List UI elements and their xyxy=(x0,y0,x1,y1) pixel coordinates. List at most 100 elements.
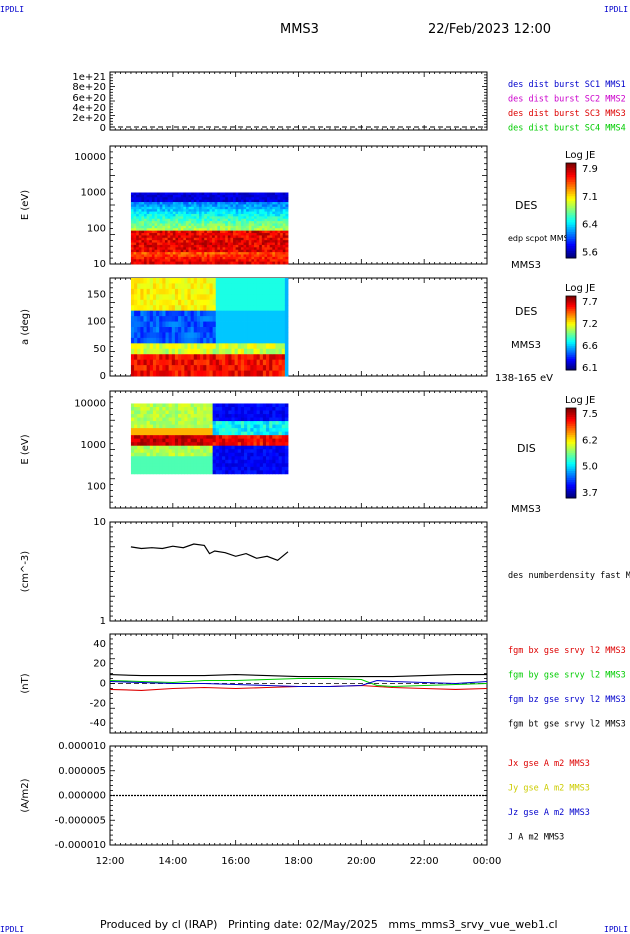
des-energy-cell xyxy=(280,202,284,205)
des-pitch-cell xyxy=(237,310,242,317)
des-pitch-cell xyxy=(193,354,198,361)
dis-energy-cell xyxy=(225,438,229,443)
des-energy-cell xyxy=(246,197,250,201)
des-energy-cell xyxy=(170,259,174,263)
des-energy-cell xyxy=(230,216,234,220)
des-pitch-cell xyxy=(130,343,135,350)
dis-energy-cell xyxy=(171,406,176,411)
des-energy-cell xyxy=(219,237,223,241)
dis-energy-cell xyxy=(187,438,192,443)
dis-energy-cell xyxy=(209,470,214,475)
des-pitch-cell xyxy=(149,359,154,366)
des-pitch-cell xyxy=(212,310,217,317)
des-pitch-cell xyxy=(247,327,251,333)
des-pitch-cell xyxy=(190,359,195,366)
des-energy-cell xyxy=(164,197,168,201)
des-energy-cell xyxy=(178,256,182,260)
des-pitch-cell xyxy=(231,354,236,361)
des-energy-cell xyxy=(212,252,216,255)
des-energy-cell xyxy=(151,230,155,234)
des-energy-cell xyxy=(246,192,250,196)
dis-energy-cell xyxy=(152,470,157,475)
des-energy-cell xyxy=(149,213,153,217)
des-energy-cell xyxy=(130,244,134,248)
des-pitch-cell xyxy=(272,278,276,284)
des-energy-cell xyxy=(253,249,258,253)
des-pitch-cell xyxy=(225,278,229,284)
des-energy-cell xyxy=(188,244,192,248)
des-energy-cell xyxy=(209,249,213,253)
dis-energy-cell xyxy=(134,410,138,415)
des-pitch-cell xyxy=(222,316,226,322)
des-pitch-cell xyxy=(146,337,151,344)
dis-energy-cell xyxy=(156,459,160,464)
dis-energy-cell xyxy=(162,442,166,447)
des-energy-cell xyxy=(141,213,145,217)
des-energy-cell xyxy=(214,235,218,239)
des-energy-cell xyxy=(277,213,281,217)
dis-energy-cell xyxy=(152,417,157,422)
des-pitch-cell xyxy=(259,278,264,284)
colorbar-tick: 6.1 xyxy=(582,363,598,374)
des-energy-cell xyxy=(277,244,281,248)
des-energy-cell xyxy=(261,261,265,265)
des-energy-cell xyxy=(272,209,276,212)
des-energy-cell xyxy=(225,206,229,210)
des-pitch-cell xyxy=(165,321,170,328)
des-pitch-cell xyxy=(278,321,283,328)
dis-energy-cell xyxy=(159,417,163,422)
des-pitch-cell xyxy=(149,299,154,306)
des-energy-cell xyxy=(277,254,281,258)
des-pitch-cell xyxy=(215,316,220,322)
des-energy-cell xyxy=(238,211,242,215)
dis-energy-cell xyxy=(193,424,198,429)
des-energy-cell xyxy=(144,247,148,251)
des-energy-cell xyxy=(199,244,203,248)
des-energy-cell xyxy=(267,225,271,229)
des-energy-cell xyxy=(149,252,153,255)
des-pitch-cell xyxy=(212,299,217,306)
des-energy-cell xyxy=(183,254,187,258)
colorbar-cell xyxy=(566,323,576,327)
des-energy-cell xyxy=(183,197,187,201)
des-energy-cell xyxy=(209,197,213,201)
des-energy-cell xyxy=(178,259,182,263)
dis-energy-cell xyxy=(234,442,239,447)
des-pitch-cell xyxy=(278,332,283,339)
dis-energy-cell xyxy=(206,438,210,443)
des-energy-cell xyxy=(167,225,171,229)
dis-energy-cell xyxy=(218,424,223,429)
des-pitch-cell xyxy=(218,283,223,290)
dis-energy-cell xyxy=(130,428,135,433)
dis-energy-cell xyxy=(259,445,264,450)
des-pitch-cell xyxy=(231,288,236,295)
des-energy-cell xyxy=(172,202,176,205)
des-pitch-cell xyxy=(143,305,148,312)
des-energy-cell xyxy=(141,261,145,265)
des-pitch-cell xyxy=(140,316,144,322)
des-energy-cell xyxy=(136,256,140,260)
dis-energy-cell xyxy=(253,452,258,457)
des-pitch-cell xyxy=(174,316,179,322)
des-energy-cell xyxy=(233,213,237,217)
des-pitch-cell xyxy=(231,337,236,344)
des-pitch-cell xyxy=(203,337,207,344)
des-pitch-cell xyxy=(209,327,214,333)
des-pitch-cell xyxy=(162,299,166,306)
des-energy-cell xyxy=(264,202,268,205)
des-energy-cell xyxy=(151,202,155,205)
des-energy-cell xyxy=(212,228,216,232)
y-tick-label: 100 xyxy=(87,223,106,234)
dis-energy-cell xyxy=(156,403,160,408)
dis-energy-cell xyxy=(143,452,148,457)
des-pitch-cell xyxy=(256,365,261,371)
des-energy-cell xyxy=(274,252,278,255)
des-pitch-cell xyxy=(209,305,214,312)
des-energy-cell xyxy=(201,261,205,265)
des-energy-cell xyxy=(214,237,218,241)
des-pitch-cell xyxy=(215,348,220,355)
des-energy-cell xyxy=(199,199,203,203)
dis-energy-cell xyxy=(143,410,148,415)
des-energy-cell xyxy=(227,192,231,196)
des-pitch-cell xyxy=(240,365,245,371)
